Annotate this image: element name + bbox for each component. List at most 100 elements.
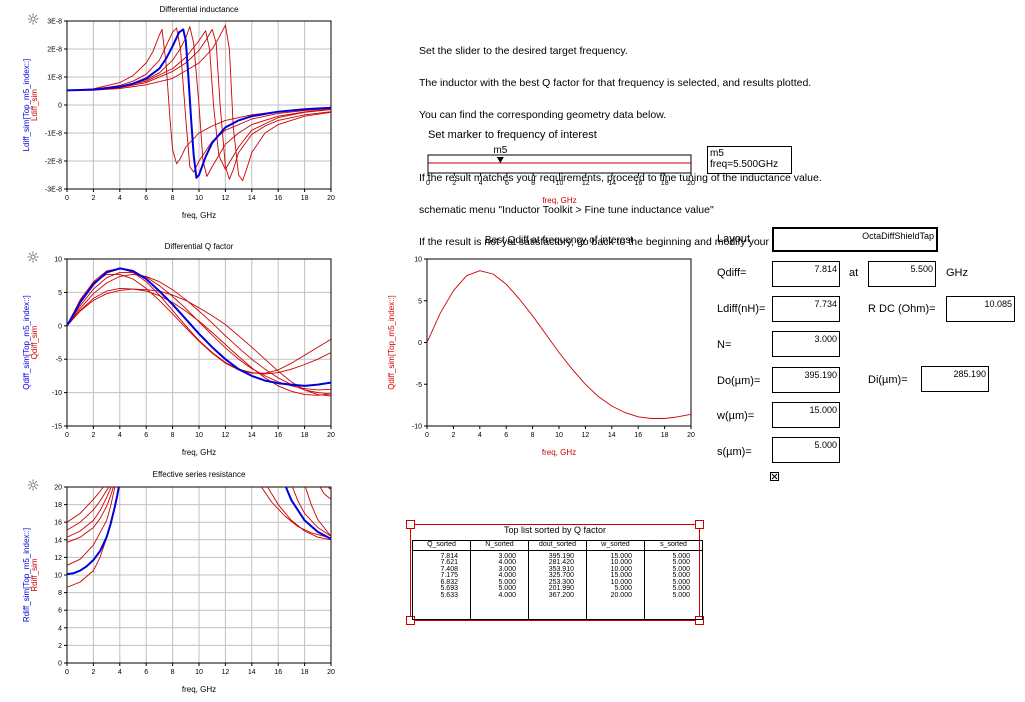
x-axis-label: freq, GHz (182, 211, 216, 220)
s-value-field[interactable]: 5.000 (772, 437, 840, 463)
toplist-cell: 5.000 (672, 559, 690, 566)
toplist-cell: 4.000 (498, 559, 516, 566)
x-tick-label: 18 (301, 669, 309, 676)
ghz-label: GHz (946, 267, 968, 279)
frequency-value-field[interactable]: 5.500 (868, 261, 936, 287)
chart-title: Best Qdiff at frequency of interest (485, 235, 633, 246)
y-tick-label: -5 (56, 357, 62, 364)
toplist-cell: 7.175 (440, 572, 458, 579)
best-series-line (67, 487, 331, 576)
x-tick-label: 14 (248, 669, 256, 676)
y-tick-label: -15 (52, 424, 62, 431)
series-line (67, 487, 331, 538)
sun-icon-ray (28, 252, 32, 256)
y-tick-label: 2 (58, 643, 62, 650)
toplist-column: 15.000 10.000 10.000 15.000 10.000 5.000 20.00… (586, 550, 645, 620)
layout-value-field[interactable]: OctaDiffShieldTap (772, 227, 938, 252)
x-axis-label: freq, GHz (182, 685, 216, 694)
x-tick-label: 6 (144, 195, 148, 202)
toplist-cell: 5.693 (440, 585, 458, 592)
sun-icon-ray (34, 486, 38, 490)
x-tick-label: 12 (582, 432, 590, 439)
x-tick-label: 2 (451, 432, 455, 439)
n-label: N= (717, 339, 732, 351)
chart-title: Differential Q factor (165, 242, 234, 251)
toplist-cell: 5.000 (498, 578, 516, 586)
x-tick-label: 10 (555, 432, 563, 439)
ldiff-value-field[interactable]: 7.734 (772, 296, 840, 322)
slider-tick-label: 18 (661, 180, 669, 187)
chart-title: Differential inductance (159, 5, 239, 14)
slider-marker-handle[interactable] (496, 157, 504, 163)
x-tick-label: 20 (687, 432, 695, 439)
x-tick-label: 6 (144, 669, 148, 676)
sun-icon-ray (34, 258, 38, 262)
slider-axis-label: freq, GHz (542, 196, 576, 205)
x-tick-label: 0 (65, 432, 69, 439)
y-tick-label: 18 (54, 502, 62, 509)
x-tick-label: 2 (91, 195, 95, 202)
y-axis-label-all: Rdiff_sim (30, 558, 39, 592)
rdc-value-field[interactable]: 10.085 (946, 296, 1015, 322)
plot-frame (66, 20, 332, 190)
qdiff-value-field[interactable]: 7.814 (772, 261, 840, 287)
toplist-header-cell: s_sorted (644, 540, 703, 551)
sun-icon-ray (34, 20, 38, 24)
w-value-field[interactable]: 15.000 (772, 402, 840, 428)
slider-marker-label: m5 (493, 145, 507, 156)
best-series-line (67, 267, 331, 387)
series-line (67, 487, 331, 566)
marker-sun-icon (27, 479, 39, 491)
sun-icon-ray (28, 486, 32, 490)
y-axis-label-all: Ldiff_sim (30, 89, 39, 121)
plot-frame (66, 486, 332, 664)
slider-tick-label: 2 (452, 180, 456, 187)
x-tick-label: 12 (222, 669, 230, 676)
sun-icon-ray (34, 14, 38, 18)
plot-frame (66, 258, 332, 427)
x-tick-label: 12 (222, 432, 230, 439)
y-tick-label: 5 (418, 298, 422, 305)
sun-icon-ray (34, 252, 38, 256)
toplist-cell: 7.814 (440, 552, 458, 560)
y-tick-label: 0 (58, 661, 62, 668)
do-value-field[interactable]: 395.190 (772, 367, 840, 393)
toplist-cell: 5.000 (672, 591, 690, 599)
x-tick-label: 8 (531, 432, 535, 439)
y-tick-label: 2E-8 (47, 47, 62, 54)
toplist-cell: 15.000 (610, 572, 632, 579)
series-line (67, 28, 331, 165)
small-checkbox[interactable] (770, 472, 779, 481)
n-value-field[interactable]: 3.000 (772, 331, 840, 357)
toplist-cell: 15.000 (610, 552, 632, 560)
x-tick-label: 14 (248, 195, 256, 202)
sun-icon-ray (28, 14, 32, 18)
di-label: Di(µm)= (868, 374, 908, 386)
toplist-cell: 3.000 (498, 565, 516, 573)
y-tick-label: 0 (58, 103, 62, 110)
slider-tick-label: 12 (582, 180, 590, 187)
info-line: schematic menu "Inductor Toolkit > Fine … (419, 204, 714, 217)
series-line (67, 30, 331, 170)
y-tick-label: 4 (58, 625, 62, 632)
toplist-cell: 5.000 (614, 585, 632, 592)
series-line (427, 270, 691, 419)
resize-handle[interactable] (406, 520, 415, 529)
series-group (67, 487, 331, 588)
info-line: You can find the corresponding geometry … (419, 108, 667, 121)
plot-frame (426, 258, 692, 427)
resize-handle[interactable] (695, 520, 704, 529)
x-tick-label: 14 (608, 432, 616, 439)
toplist-cell: 7.621 (440, 559, 458, 566)
y-tick-label: 10 (54, 573, 62, 580)
slider-tick-label: 0 (426, 180, 430, 187)
slider-tick-label: 6 (505, 180, 509, 187)
x-tick-label: 2 (91, 432, 95, 439)
di-value-field[interactable]: 285.190 (921, 366, 989, 392)
slider-tick-label: 16 (635, 180, 643, 187)
y-tick-label: 0 (418, 340, 422, 347)
toplist-cell: 395.190 (548, 552, 574, 560)
x-tick-label: 4 (118, 669, 122, 676)
resize-handle[interactable] (406, 616, 415, 625)
x-tick-label: 18 (661, 432, 669, 439)
